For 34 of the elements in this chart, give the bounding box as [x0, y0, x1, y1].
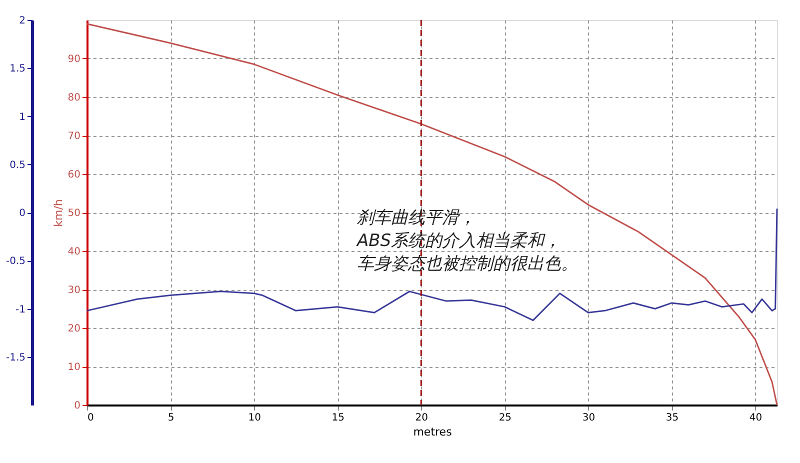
y2-tick-label: 1: [19, 112, 26, 123]
y-tick-label: 0: [74, 400, 80, 412]
line-series: [86, 208, 778, 322]
x-tick-label: 15: [332, 412, 344, 424]
y-tick-label: 10: [68, 362, 80, 373]
x-tick-label: 40: [749, 412, 762, 424]
x-tick-label: 0: [88, 412, 94, 424]
y2-tick-label: 1.5: [10, 64, 26, 75]
line-series: [86, 23, 778, 406]
annotation: 车身姿态也被控制的很出色。: [357, 254, 578, 274]
annotation: ABS系统的介入相当柔和，: [356, 231, 562, 251]
y2-tick-label: -1: [16, 304, 26, 316]
x-tick-label: 35: [666, 412, 679, 424]
y2-tick-label: 2: [19, 16, 26, 26]
annotation: 刹车曲线平滑，: [356, 208, 476, 228]
y-axis-title: km/h: [52, 199, 65, 227]
x-tick-label: 10: [248, 412, 261, 424]
y2-tick-label: -0.5: [6, 256, 26, 268]
y-tick-label: 40: [68, 246, 80, 258]
y2-tick-label: 0: [19, 208, 26, 219]
y2-tick-label: 0.5: [10, 160, 26, 171]
y-tick-label: 80: [68, 92, 80, 104]
y-tick-label: 20: [68, 324, 80, 334]
y-tick-label: 70: [68, 131, 80, 142]
x-tick-label: 25: [498, 412, 512, 424]
x-axis-title: metres: [413, 426, 452, 438]
y-tick-label: 90: [68, 54, 80, 65]
x-tick-label: 30: [582, 412, 596, 424]
y-tick-label: 50: [68, 208, 80, 219]
y2-tick-label: -1.5: [6, 352, 26, 364]
x-tick-label: 5: [168, 412, 174, 424]
x-tick-label: 20: [415, 412, 428, 424]
y-tick-label: 30: [68, 285, 80, 296]
y-tick-label: 60: [68, 170, 80, 180]
